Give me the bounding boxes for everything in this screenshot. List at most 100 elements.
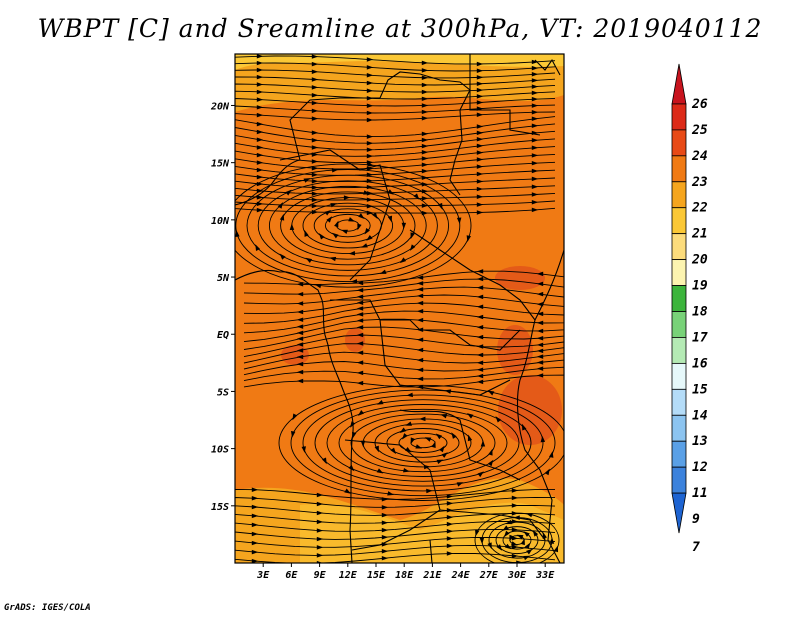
streamline-arrow bbox=[410, 232, 415, 240]
colorbar-label: 23 bbox=[691, 175, 708, 190]
streamline-arrow bbox=[324, 209, 332, 216]
streamline-arrow bbox=[361, 243, 368, 248]
colorbar-label: 16 bbox=[692, 356, 708, 371]
streamline-gyre bbox=[257, 180, 438, 271]
streamline-arrow bbox=[296, 342, 304, 347]
streamline-arrow bbox=[476, 137, 484, 142]
streamline-arrow bbox=[344, 488, 351, 494]
streamline-gyre bbox=[280, 191, 416, 260]
streamline-arrow bbox=[372, 212, 378, 219]
streamline-arrow bbox=[256, 145, 264, 150]
streamline-arrow bbox=[316, 501, 324, 507]
streamline-arrow bbox=[366, 134, 374, 139]
streamline-arrow bbox=[316, 536, 324, 542]
streamline-arrow bbox=[366, 234, 373, 241]
streamline-arrow bbox=[435, 433, 443, 440]
colorbar-label: 11 bbox=[692, 486, 708, 501]
streamline-arrow bbox=[357, 410, 365, 416]
streamline-arrow bbox=[289, 223, 295, 231]
streamline-arrow bbox=[387, 215, 393, 223]
lat-label: 10S bbox=[211, 445, 229, 456]
streamline-arrow bbox=[343, 195, 351, 200]
streamline-arrow bbox=[251, 540, 259, 546]
streamline-arrow bbox=[431, 441, 436, 449]
colorbar: 26 25 24 23 22 21 20 19 18 17 16 15 14 13 12 11 9 7 bbox=[671, 63, 708, 555]
streamline-arrow bbox=[476, 124, 484, 129]
streamline-arrow bbox=[476, 367, 484, 372]
streamline-arrow bbox=[536, 360, 544, 365]
streamline-arrow bbox=[421, 137, 429, 143]
streamline-gyre bbox=[338, 408, 508, 477]
streamline-arrow bbox=[416, 357, 424, 363]
streamline-gyre bbox=[386, 428, 460, 458]
streamline-arrow bbox=[410, 437, 415, 445]
streamline-arrow bbox=[531, 109, 539, 115]
streamline-arrow bbox=[311, 191, 319, 196]
streamline-arrow bbox=[511, 488, 519, 493]
streamline-gyre bbox=[488, 521, 546, 559]
streamline-arrow bbox=[421, 60, 429, 66]
streamline-arrow bbox=[466, 413, 474, 419]
streamline-arrow bbox=[311, 85, 319, 90]
streamline-arrow bbox=[446, 536, 454, 541]
streamline-arrow bbox=[311, 166, 319, 171]
streamline-arrow bbox=[318, 233, 325, 240]
streamline-arrow bbox=[334, 220, 339, 228]
streamline-arrow bbox=[476, 100, 484, 105]
streamlines bbox=[235, 54, 564, 563]
streamline-arrow bbox=[311, 203, 319, 209]
streamline-arrow bbox=[446, 501, 454, 506]
streamline-gyre bbox=[235, 163, 472, 288]
streamline-arrow bbox=[296, 354, 304, 360]
streamline-arrow bbox=[376, 468, 384, 474]
streamline-arrow bbox=[421, 131, 429, 137]
streamline-arrow bbox=[356, 288, 364, 293]
streamline-arrow bbox=[549, 451, 554, 458]
colorbar-label: 22 bbox=[691, 201, 708, 216]
streamline-arrow bbox=[296, 348, 304, 353]
streamline-arrow bbox=[341, 229, 348, 235]
streamline-arrow bbox=[495, 416, 502, 423]
colorbar-segment bbox=[671, 207, 687, 235]
streamline-arrow bbox=[536, 366, 544, 371]
streamline-arrow bbox=[476, 304, 484, 310]
lon-label: 18E bbox=[395, 570, 414, 581]
streamline-arrow bbox=[540, 435, 546, 443]
streamline-arrow bbox=[421, 182, 429, 187]
streamline-arrow bbox=[356, 350, 364, 356]
streamline-arrow bbox=[475, 529, 480, 537]
streamline-arrow bbox=[356, 294, 364, 300]
streamline-arrow bbox=[296, 361, 304, 367]
streamline-arrow bbox=[363, 190, 370, 195]
streamline bbox=[235, 90, 556, 100]
lon-label: 21E bbox=[422, 570, 442, 581]
streamline-arrow bbox=[421, 168, 429, 174]
streamline-arrow bbox=[366, 117, 374, 123]
colorbar-label: 13 bbox=[692, 434, 708, 449]
streamline-arrow bbox=[364, 227, 370, 235]
streamline bbox=[235, 185, 556, 195]
streamline-arrow bbox=[399, 427, 407, 433]
streamline-gyre bbox=[324, 213, 371, 238]
streamline-arrow bbox=[358, 213, 365, 219]
streamline-arrow bbox=[381, 505, 389, 510]
streamline-arrow bbox=[421, 143, 429, 149]
streamline-arrow bbox=[531, 176, 539, 182]
colorbar-segment bbox=[671, 337, 687, 364]
streamline-arrow bbox=[366, 73, 374, 78]
streamline-arrow bbox=[536, 348, 544, 354]
streamline-arrow bbox=[476, 164, 484, 169]
streamline-arrow bbox=[251, 531, 259, 537]
streamline-arrow bbox=[256, 195, 264, 200]
streamline-arrow bbox=[421, 196, 429, 201]
streamline bbox=[235, 55, 556, 65]
streamline-arrow bbox=[256, 67, 264, 73]
streamline-arrow bbox=[316, 528, 324, 533]
streamline-arrow bbox=[415, 444, 423, 449]
streamline-arrow bbox=[251, 496, 259, 501]
colorbar-label: 17 bbox=[692, 330, 708, 345]
streamline-arrow bbox=[311, 54, 319, 59]
streamline-arrow bbox=[531, 78, 539, 83]
streamline-arrow bbox=[387, 491, 394, 496]
streamline-arrow bbox=[446, 551, 454, 556]
